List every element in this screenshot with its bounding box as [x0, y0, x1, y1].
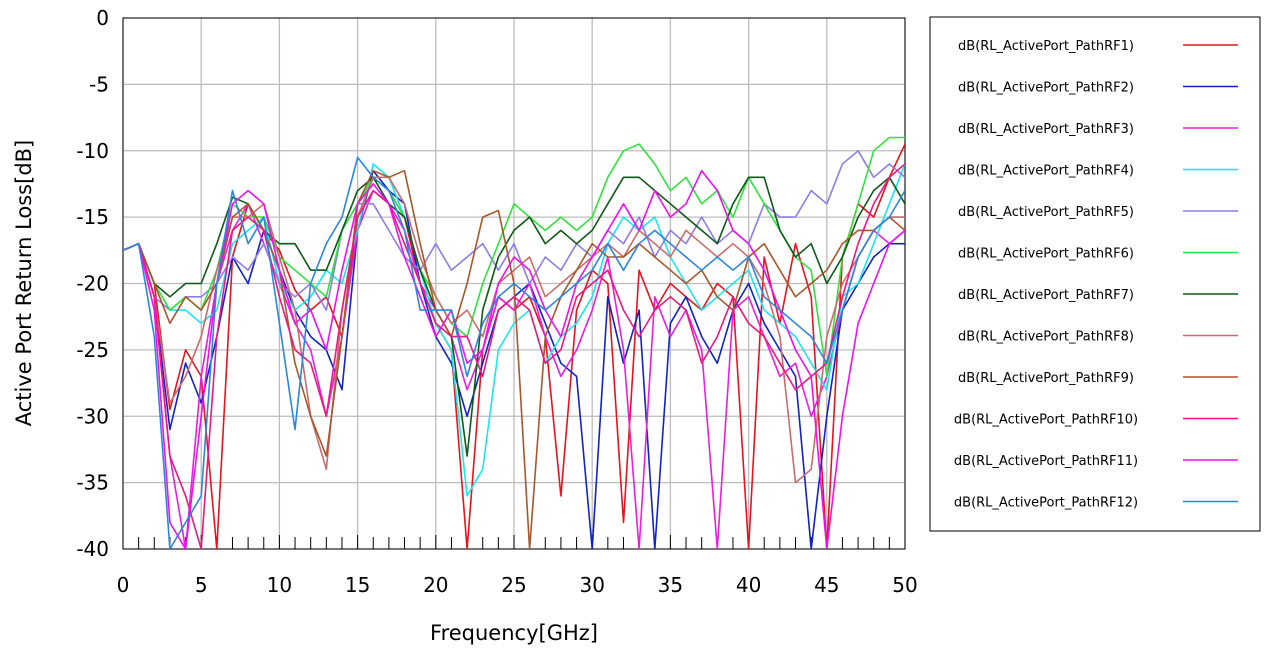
y-tick-label: -20 — [76, 272, 109, 296]
legend-label: dB(RL_ActivePort_PathRF6) — [958, 247, 1134, 262]
x-tick-label: 5 — [195, 573, 208, 597]
legend-label: dB(RL_ActivePort_PathRF11) — [954, 454, 1138, 469]
x-tick-label: 45 — [814, 573, 839, 597]
legend-label: dB(RL_ActivePort_PathRF5) — [958, 205, 1134, 220]
x-tick-label: 30 — [579, 573, 604, 597]
y-tick-label: 0 — [96, 6, 109, 30]
x-tick-label: 10 — [267, 573, 292, 597]
legend-label: dB(RL_ActivePort_PathRF1) — [958, 39, 1134, 54]
legend-label: dB(RL_ActivePort_PathRF2) — [958, 81, 1134, 96]
x-tick-label: 50 — [892, 573, 917, 597]
legend-label: dB(RL_ActivePort_PathRF12) — [954, 496, 1138, 511]
series-line-10 — [123, 163, 905, 549]
x-tick-label: 40 — [736, 573, 761, 597]
y-tick-label: -40 — [76, 537, 109, 561]
y-tick-labels: 0 -5 -10 -15 -20 -25 -30 -35 -40 — [76, 6, 109, 561]
x-tick-label: 15 — [345, 573, 370, 597]
series-line-11 — [123, 169, 905, 549]
legend-label: dB(RL_ActivePort_PathRF8) — [958, 330, 1134, 345]
x-minor-ticks — [122, 535, 906, 549]
x-tick-label: 0 — [117, 573, 130, 597]
series-lines — [123, 136, 905, 549]
legend-label: dB(RL_ActivePort_PathRF3) — [958, 122, 1134, 137]
series-line-6 — [123, 136, 905, 378]
x-tick-labels: 0 5 10 15 20 25 30 35 40 45 50 — [117, 573, 918, 597]
legend: dB(RL_ActivePort_PathRF1) dB(RL_ActivePor… — [929, 16, 1261, 532]
x-axis-title: Frequency[GHz] — [430, 621, 598, 645]
y-tick-label: -35 — [76, 471, 109, 495]
legend-box — [929, 16, 1261, 532]
legend-label: dB(RL_ActivePort_PathRF9) — [958, 371, 1134, 386]
x-tick-label: 25 — [501, 573, 526, 597]
y-tick-label: -30 — [76, 404, 109, 428]
legend-label: dB(RL_ActivePort_PathRF10) — [954, 413, 1138, 428]
y-tick-label: -5 — [89, 72, 109, 96]
series-line-12 — [123, 156, 905, 549]
y-tick-label: -10 — [76, 139, 109, 163]
legend-label: dB(RL_ActivePort_PathRF7) — [958, 288, 1134, 303]
y-tick-label: -25 — [76, 338, 109, 362]
x-tick-label: 20 — [423, 573, 448, 597]
legend-label: dB(RL_ActivePort_PathRF4) — [958, 164, 1134, 179]
y-tick-label: -15 — [76, 205, 109, 229]
y-axis-title: Active Port Return Loss[dB] — [12, 140, 36, 426]
x-tick-label: 35 — [658, 573, 683, 597]
